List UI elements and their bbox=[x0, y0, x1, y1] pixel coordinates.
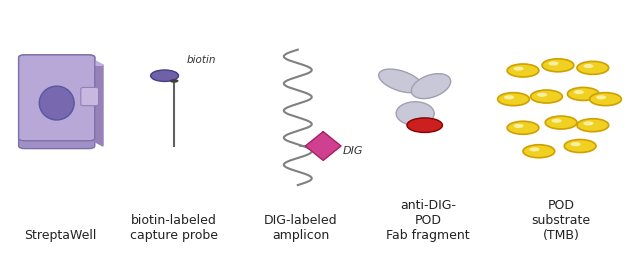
Circle shape bbox=[548, 61, 559, 65]
Circle shape bbox=[531, 90, 563, 103]
Circle shape bbox=[513, 66, 524, 71]
Ellipse shape bbox=[379, 69, 422, 93]
Circle shape bbox=[407, 118, 442, 132]
Circle shape bbox=[552, 119, 562, 123]
Circle shape bbox=[577, 61, 609, 74]
Circle shape bbox=[589, 93, 621, 106]
Text: DIG: DIG bbox=[342, 146, 363, 156]
Ellipse shape bbox=[396, 102, 434, 125]
Text: biotin-labeled
capture probe: biotin-labeled capture probe bbox=[130, 214, 218, 242]
Circle shape bbox=[571, 142, 580, 146]
Circle shape bbox=[507, 64, 539, 77]
Circle shape bbox=[513, 124, 524, 128]
Circle shape bbox=[583, 121, 593, 126]
Circle shape bbox=[504, 95, 514, 99]
Text: POD
substrate
(TMB): POD substrate (TMB) bbox=[532, 200, 591, 242]
Text: StreptaWell: StreptaWell bbox=[24, 229, 96, 242]
Circle shape bbox=[542, 59, 574, 72]
Circle shape bbox=[574, 90, 584, 94]
Circle shape bbox=[545, 116, 577, 129]
Circle shape bbox=[564, 139, 596, 152]
Polygon shape bbox=[88, 57, 103, 146]
Text: biotin: biotin bbox=[187, 55, 216, 65]
Circle shape bbox=[596, 95, 606, 99]
Text: anti-DIG-
POD
Fab fragment: anti-DIG- POD Fab fragment bbox=[386, 200, 470, 242]
FancyBboxPatch shape bbox=[19, 55, 95, 149]
FancyBboxPatch shape bbox=[81, 88, 99, 106]
Circle shape bbox=[170, 79, 179, 83]
Circle shape bbox=[498, 93, 529, 106]
Circle shape bbox=[529, 147, 540, 152]
Ellipse shape bbox=[39, 86, 74, 120]
Text: DIG-labeled
amplicon: DIG-labeled amplicon bbox=[264, 214, 338, 242]
Circle shape bbox=[577, 119, 609, 132]
Polygon shape bbox=[305, 132, 341, 160]
Polygon shape bbox=[25, 57, 103, 65]
FancyBboxPatch shape bbox=[19, 55, 95, 141]
Circle shape bbox=[150, 70, 179, 81]
Circle shape bbox=[507, 121, 539, 134]
Ellipse shape bbox=[412, 74, 451, 99]
Circle shape bbox=[583, 64, 593, 68]
Circle shape bbox=[537, 93, 547, 97]
Circle shape bbox=[523, 145, 555, 158]
Circle shape bbox=[568, 88, 599, 101]
